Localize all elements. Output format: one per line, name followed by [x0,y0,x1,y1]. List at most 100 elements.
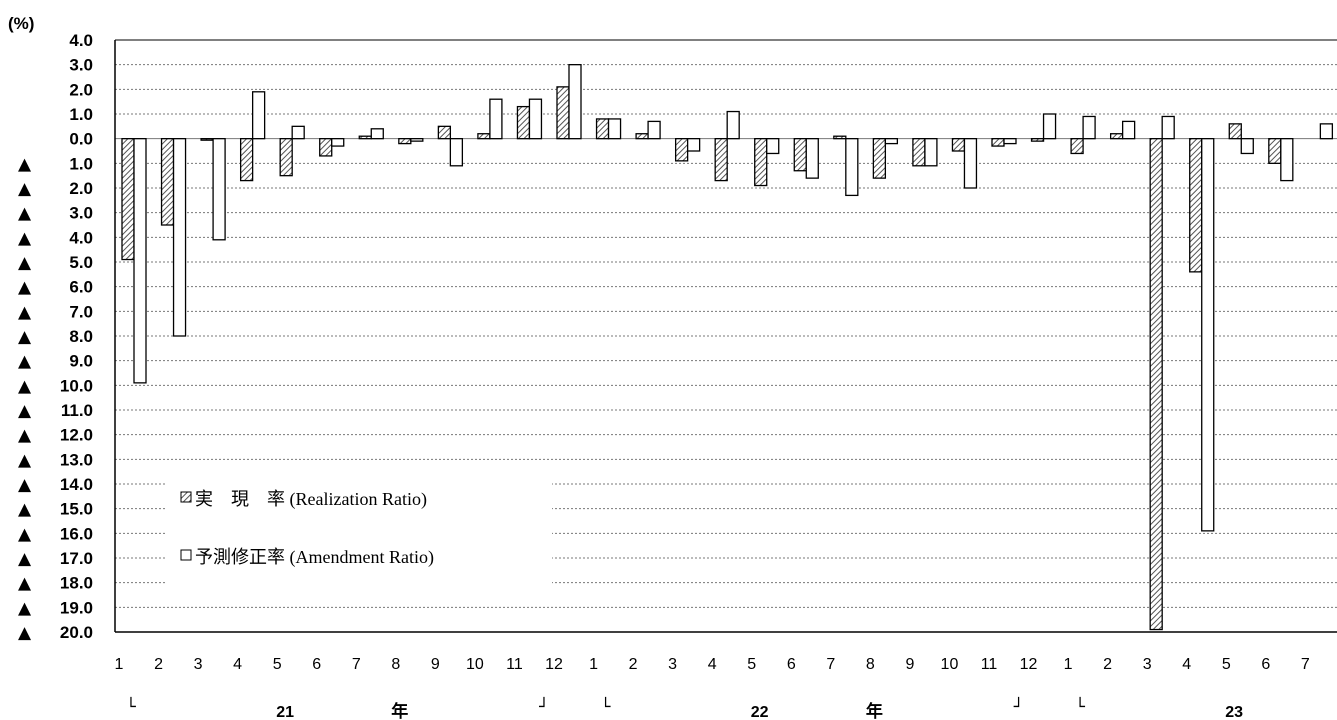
y-tick-label: 20.0 [60,623,93,642]
bar-realization [1149,138,1163,631]
x-tick-label: 1 [115,656,124,673]
x-tick-label: 4 [1182,656,1191,673]
x-tick-label: 2 [629,656,638,673]
legend-swatch-amendment [180,549,192,561]
bar-realization [912,138,926,167]
x-tick-label: 8 [866,656,875,673]
year-bracket-open: └ [126,696,136,716]
y-tick-label: 4.0 [69,228,93,247]
x-tick-label: 7 [1301,656,1310,673]
bar-realization [1030,138,1045,142]
bar-realization [833,135,847,140]
bar-amendment [291,125,305,140]
negative-marker: ▲ [18,549,32,569]
unit-label: (%) [8,14,34,33]
negative-marker: ▲ [18,179,32,199]
y-tick-label: 13.0 [60,450,93,469]
y-tick-label: 10.0 [60,376,93,395]
x-tick-label: 11 [506,656,523,673]
bar-amendment [647,120,661,140]
bar-amendment [1240,138,1254,155]
bar-amendment [884,138,899,145]
negative-marker: ▲ [18,450,32,470]
year-bracket-close: ┘ [538,696,549,716]
x-tick-label: 5 [1222,656,1231,673]
x-tick-label: 10 [941,656,959,673]
negative-marker: ▲ [18,154,32,174]
year-nen-label: 年 [866,701,883,720]
x-tick-label: 3 [194,656,203,673]
bar-amendment [489,98,503,140]
y-tick-label: 3.0 [69,204,93,223]
y-tick-label: 1.0 [69,105,93,124]
x-tick-label: 6 [787,656,796,673]
y-tick-label: 17.0 [60,549,93,568]
y-tick-label: 16.0 [60,524,93,543]
bar-realization [1228,123,1242,140]
bar-realization [754,138,768,187]
bar-realization [239,138,254,182]
y-tick-label: 14.0 [60,475,93,494]
bar-amendment [1121,120,1136,140]
y-tick-label: 3.0 [69,56,93,75]
bars [121,64,1334,631]
bar-realization [1109,133,1124,140]
bar-realization [200,138,214,141]
bar-amendment [845,138,859,197]
bar-amendment [766,138,780,155]
bar-amendment [924,138,938,167]
x-tick-label: 7 [826,656,835,673]
x-tick-label: 7 [352,656,361,673]
bar-realization [595,118,610,140]
bar-realization [1070,138,1084,155]
legend-label-amendment: 予測修正率 (Amendment Ratio) [195,547,434,568]
negative-marker: ▲ [18,598,32,618]
negative-marker: ▲ [18,623,32,643]
labels: 4.0 3.0 2.0 1.0 0.0 1.0 ▲ 2.0 ▲ 3.0 ▲ 4.0 ▲ 5.0 ▲ 6.0 ▲ 7… [18,31,1310,720]
bar-amendment [172,138,187,337]
year-label: 23 [1225,704,1243,720]
bar-realization [358,135,372,140]
x-tick-label: 12 [1020,656,1038,673]
x-tick-label: 5 [273,656,282,673]
bar-amendment [251,91,266,140]
y-tick-label: 0.0 [69,130,93,149]
y-tick-label: 7.0 [69,302,93,321]
bar-amendment [133,138,147,384]
bar-amendment [568,64,582,140]
y-tick-label: 2.0 [69,179,93,198]
year-bracket-close: ┘ [1013,696,1024,716]
bar-amendment [212,138,226,241]
x-tick-label: 4 [708,656,717,673]
bar-realization [319,138,333,157]
x-tick-label: 9 [905,656,914,673]
bar-amendment [726,110,740,140]
x-tick-label: 6 [1261,656,1270,673]
x-tick-label: 2 [154,656,163,673]
axes [114,39,1337,633]
x-tick-label: 6 [312,656,321,673]
negative-marker: ▲ [18,574,32,594]
bar-amendment [1161,115,1175,140]
x-tick-label: 1 [1064,656,1073,673]
negative-marker: ▲ [18,376,32,396]
bar-amendment [1003,138,1017,145]
y-tick-label: 8.0 [69,327,93,346]
bar-amendment [1319,123,1334,140]
negative-marker: ▲ [18,401,32,421]
bar-realization [793,138,807,172]
year-nen-label: 年 [391,701,408,720]
negative-marker: ▲ [18,524,32,544]
y-tick-label: 2.0 [69,80,93,99]
x-tick-label: 11 [981,656,998,673]
negative-marker: ▲ [18,204,32,224]
legend: 実 現 率 (Realization Ratio) 予測修正率 (Amendme… [166,475,552,587]
y-tick-label: 1.0 [69,154,93,173]
bar-amendment [1082,115,1096,140]
negative-marker: ▲ [18,228,32,248]
year-label: 21 [276,704,294,720]
negative-marker: ▲ [18,475,32,495]
bar-realization [516,105,531,140]
bar-realization [279,138,293,177]
y-tick-label: 9.0 [69,352,93,371]
